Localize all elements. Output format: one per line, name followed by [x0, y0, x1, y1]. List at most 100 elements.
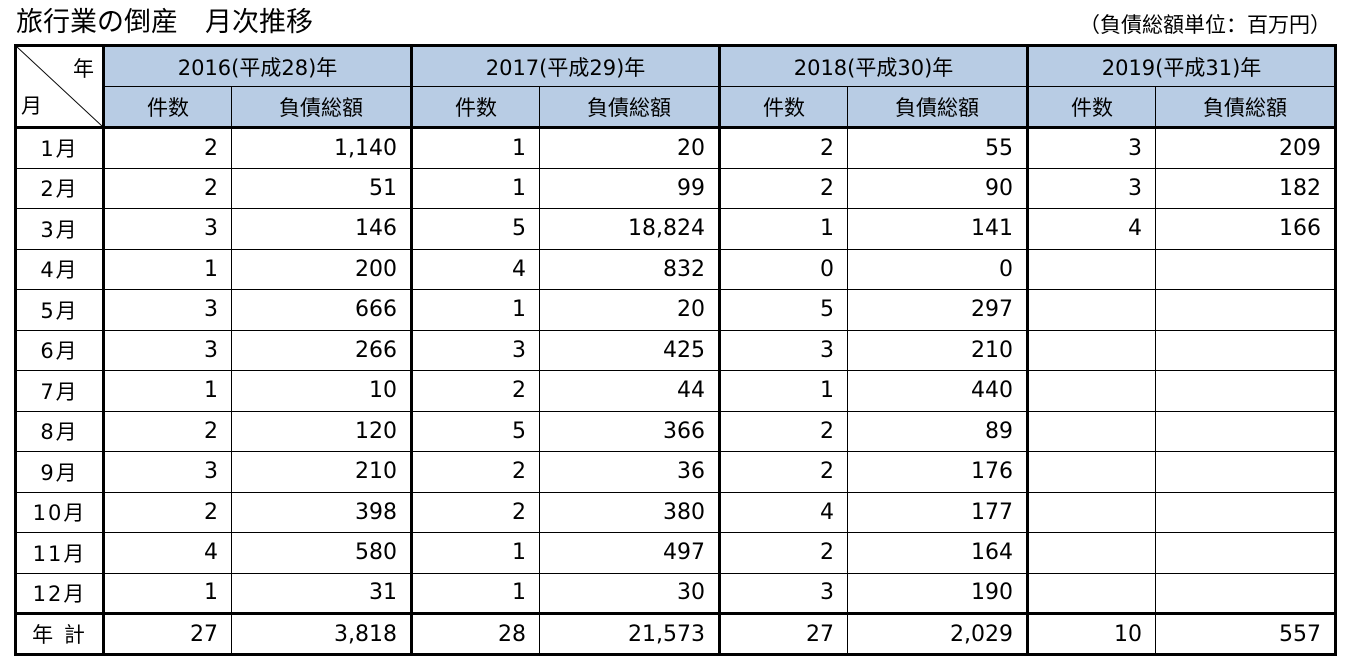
month-label: 8月: [15, 410, 104, 452]
count-cell-2017: 3: [410, 329, 540, 371]
debt-cell-2016: 1,140: [231, 127, 412, 169]
count-cell-2016: 1: [102, 248, 232, 290]
debt-cell-2016: 120: [231, 410, 412, 452]
count-cell-2019: 4: [1026, 208, 1156, 250]
count-cell-2017: 1: [410, 532, 540, 574]
table-row: 6月 3 266 3 425 3 210: [15, 329, 1336, 371]
table-body: 1月 2 1,140 1 20 2 55 3 209 2月 2 51 1 99 2 90 3 182 3月 3 146 5…: [15, 127, 1336, 614]
total-count-2018: 27: [718, 612, 848, 655]
count-cell-2017: 1: [410, 289, 540, 331]
page-title: 旅行業の倒産 月次推移: [16, 7, 313, 38]
debt-header: 負債総額: [231, 86, 412, 129]
debt-cell-2019: 166: [1155, 208, 1336, 250]
total-count-2016: 27: [102, 612, 232, 655]
debt-cell-2019: 209: [1155, 127, 1336, 169]
debt-cell-2016: 580: [231, 532, 412, 574]
debt-cell-2018: 297: [847, 289, 1028, 331]
month-label: 6月: [15, 329, 104, 371]
total-label: 年 計: [15, 612, 104, 655]
debt-cell-2017: 18,824: [539, 208, 720, 250]
debt-cell-2019: [1155, 329, 1336, 371]
month-label: 7月: [15, 370, 104, 412]
debt-cell-2016: 146: [231, 208, 412, 250]
total-count-2019: 10: [1026, 612, 1156, 655]
count-cell-2018: 4: [718, 491, 848, 533]
debt-cell-2019: [1155, 532, 1336, 574]
year-header-2016: 2016(平成28)年: [102, 45, 412, 87]
count-cell-2016: 3: [102, 451, 232, 493]
count-cell-2017: 2: [410, 491, 540, 533]
count-cell-2016: 2: [102, 127, 232, 169]
debt-cell-2019: [1155, 289, 1336, 331]
debt-cell-2018: 55: [847, 127, 1028, 169]
month-label: 9月: [15, 451, 104, 493]
table-row: 12月 1 31 1 30 3 190: [15, 572, 1336, 614]
total-debt-2016: 3,818: [231, 612, 412, 655]
month-label: 4月: [15, 248, 104, 290]
debt-cell-2017: 30: [539, 572, 720, 614]
count-cell-2018: 5: [718, 289, 848, 331]
debt-cell-2019: [1155, 248, 1336, 290]
debt-header: 負債総額: [847, 86, 1028, 129]
debt-cell-2016: 266: [231, 329, 412, 371]
count-cell-2019: [1026, 451, 1156, 493]
count-cell-2016: 2: [102, 410, 232, 452]
month-label: 1月: [15, 127, 104, 169]
debt-cell-2018: 210: [847, 329, 1028, 371]
debt-cell-2018: 176: [847, 451, 1028, 493]
debt-cell-2017: 20: [539, 127, 720, 169]
debt-cell-2017: 20: [539, 289, 720, 331]
count-cell-2018: 0: [718, 248, 848, 290]
debt-cell-2018: 190: [847, 572, 1028, 614]
count-cell-2016: 3: [102, 289, 232, 331]
debt-cell-2016: 31: [231, 572, 412, 614]
debt-cell-2017: 497: [539, 532, 720, 574]
debt-header: 負債総額: [539, 86, 720, 129]
count-cell-2018: 2: [718, 532, 848, 574]
unit-note: （負債総額単位：百万円）: [1079, 13, 1331, 37]
diagonal-line: [17, 47, 102, 126]
month-label: 5月: [15, 289, 104, 331]
count-cell-2017: 1: [410, 167, 540, 209]
subheader-row: 件数 負債総額 件数 負債総額 件数 負債総額 件数 負債総額: [16, 86, 1336, 129]
debt-cell-2018: 89: [847, 410, 1028, 452]
table-row: 9月 3 210 2 36 2 176: [15, 451, 1336, 493]
debt-cell-2018: 141: [847, 208, 1028, 250]
total-row: 年 計 27 3,818 28 21,573 27 2,029 10 557: [15, 612, 1336, 655]
month-label: 11月: [15, 532, 104, 574]
month-label: 12月: [15, 572, 104, 614]
count-cell-2018: 2: [718, 167, 848, 209]
corner-month-label: 月: [21, 94, 42, 118]
count-cell-2018: 2: [718, 127, 848, 169]
debt-cell-2019: [1155, 370, 1336, 412]
count-cell-2019: [1026, 248, 1156, 290]
count-cell-2017: 4: [410, 248, 540, 290]
debt-cell-2019: [1155, 451, 1336, 493]
month-label: 10月: [15, 491, 104, 533]
debt-cell-2016: 210: [231, 451, 412, 493]
debt-cell-2016: 10: [231, 370, 412, 412]
count-cell-2016: 3: [102, 329, 232, 371]
debt-cell-2016: 666: [231, 289, 412, 331]
debt-cell-2017: 380: [539, 491, 720, 533]
month-label: 2月: [15, 167, 104, 209]
debt-header: 負債総額: [1155, 86, 1336, 129]
year-header-2019: 2019(平成31)年: [1026, 45, 1336, 87]
debt-cell-2016: 51: [231, 167, 412, 209]
count-cell-2016: 1: [102, 572, 232, 614]
debt-cell-2017: 366: [539, 410, 720, 452]
count-cell-2019: [1026, 329, 1156, 371]
table-row: 1月 2 1,140 1 20 2 55 3 209: [15, 127, 1336, 169]
debt-cell-2017: 36: [539, 451, 720, 493]
count-cell-2019: [1026, 289, 1156, 331]
table-row: 2月 2 51 1 99 2 90 3 182: [15, 167, 1336, 209]
total-debt-2019: 557: [1155, 612, 1336, 655]
debt-cell-2016: 200: [231, 248, 412, 290]
debt-cell-2019: [1155, 572, 1336, 614]
table-row: 11月 4 580 1 497 2 164: [15, 532, 1336, 574]
table-row: 5月 3 666 1 20 5 297: [15, 289, 1336, 331]
count-cell-2018: 3: [718, 572, 848, 614]
count-cell-2019: 3: [1026, 167, 1156, 209]
debt-cell-2019: [1155, 491, 1336, 533]
debt-cell-2019: [1155, 410, 1336, 452]
